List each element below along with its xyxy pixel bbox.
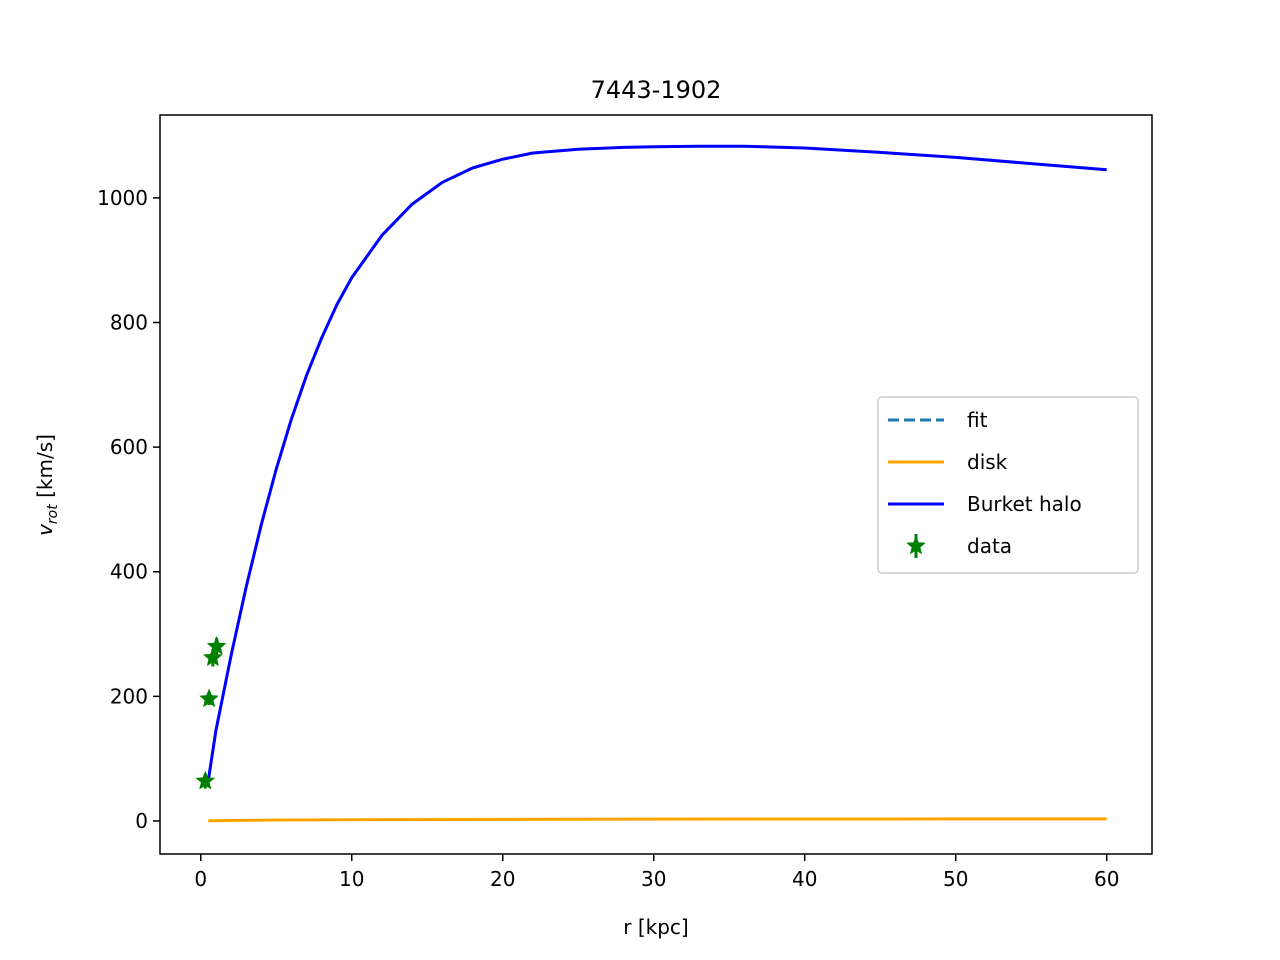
legend-swatch-data — [906, 535, 926, 555]
legend-label-burket-halo: Burket halo — [967, 492, 1082, 516]
data-point — [206, 636, 227, 655]
y-axis-label-main: v — [33, 523, 57, 536]
legend-label-fit: fit — [967, 408, 988, 432]
x-axis-ticks: 0 10 20 30 40 50 60 — [194, 854, 1119, 891]
x-tick-label: 40 — [792, 867, 817, 891]
plot-frame — [159, 114, 1153, 855]
legend-label-data: data — [967, 534, 1012, 558]
chart-title: 7443-1902 — [591, 76, 722, 104]
x-tick-label: 30 — [641, 867, 666, 891]
x-tick-label: 0 — [194, 867, 207, 891]
y-tick-label: 1000 — [97, 186, 148, 210]
x-tick-label: 60 — [1094, 867, 1119, 891]
y-axis-label: vrot [km/s] — [33, 434, 61, 536]
y-tick-label: 800 — [110, 310, 148, 334]
y-axis-label-units: [km/s] — [33, 434, 57, 504]
x-tick-label: 20 — [490, 867, 515, 891]
data-point — [199, 688, 219, 708]
x-tick-label: 10 — [339, 867, 364, 891]
x-tick-label: 50 — [943, 867, 968, 891]
y-tick-label: 0 — [135, 809, 148, 833]
y-tick-label: 200 — [110, 684, 148, 708]
series-line-burket-halo — [206, 144, 1107, 781]
x-axis-label: r [kpc] — [623, 915, 688, 939]
legend-label-disk: disk — [967, 450, 1008, 474]
series-line-disk — [208, 817, 1107, 823]
y-axis-label-subscript: rot — [45, 504, 61, 524]
y-tick-label: 400 — [110, 560, 148, 584]
legend: fit disk Burket halo data — [877, 396, 1139, 574]
data-point — [195, 770, 216, 790]
series-layer — [195, 144, 1107, 823]
legend-box — [877, 396, 1139, 574]
y-tick-label: 600 — [110, 435, 148, 459]
y-axis-ticks: 0 200 400 600 800 1000 — [97, 186, 160, 833]
data-point — [203, 647, 223, 667]
